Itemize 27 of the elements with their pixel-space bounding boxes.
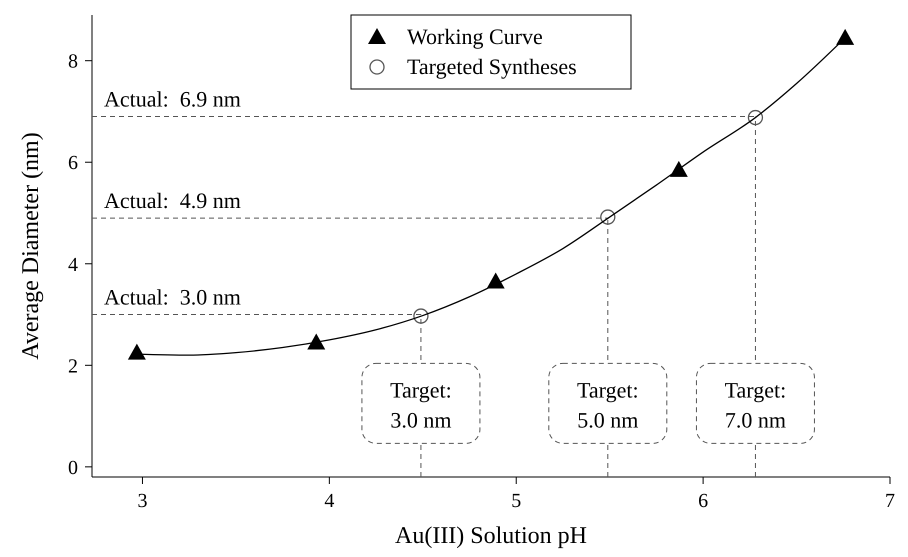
x-tick-label: 3	[137, 490, 148, 512]
x-tick-label: 5	[511, 490, 522, 512]
point	[307, 333, 326, 350]
x-tick-label: 7	[885, 490, 895, 512]
y-tick-label: 4	[68, 254, 78, 276]
y-tick-label: 2	[68, 355, 78, 378]
y-tick-label: 6	[68, 152, 78, 174]
y-tick-label: 8	[68, 50, 78, 73]
point	[836, 28, 854, 45]
point	[600, 209, 616, 225]
ref-line-label: Actual: 4.9 nm	[104, 188, 241, 214]
point	[128, 344, 146, 360]
y-axis-title: Average Diameter (nm)	[18, 132, 44, 360]
legend-label: Working Curve	[407, 24, 543, 49]
annotation: Target: 7.0 nm	[724, 377, 786, 432]
point	[670, 160, 688, 177]
annotation: Target: 3.0 nm	[390, 377, 452, 432]
x-axis-title: Au(III) Solution pH	[395, 523, 587, 549]
x-tick-label: 4	[324, 490, 334, 512]
point	[413, 308, 429, 324]
annotation: Target: 5.0 nm	[577, 377, 639, 432]
x-tick-label: 6	[698, 490, 708, 512]
ref-line-label: Actual: 6.9 nm	[104, 86, 241, 112]
point	[748, 110, 764, 126]
legend-label: Targeted Syntheses	[407, 54, 577, 79]
ref-line-label: Actual: 3.0 nm	[104, 284, 241, 310]
y-tick-label: 0	[68, 456, 78, 479]
